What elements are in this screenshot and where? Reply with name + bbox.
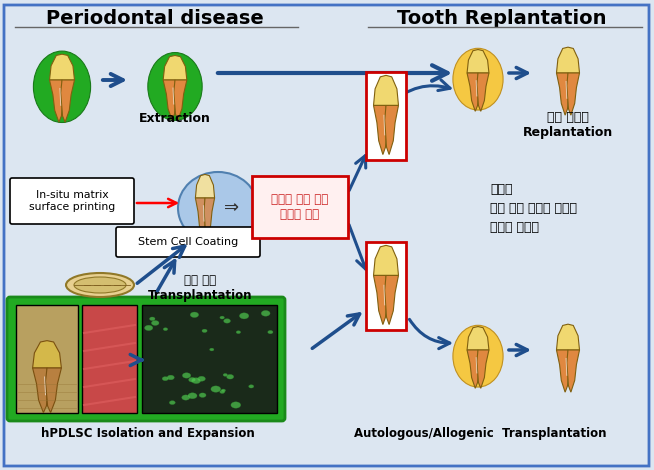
Polygon shape bbox=[557, 47, 579, 73]
Ellipse shape bbox=[188, 377, 196, 382]
Bar bbox=[366, 242, 406, 330]
Ellipse shape bbox=[249, 385, 254, 388]
Bar bbox=[366, 72, 406, 160]
Polygon shape bbox=[567, 350, 579, 392]
Ellipse shape bbox=[74, 277, 126, 293]
Text: Stem Cell Coating: Stem Cell Coating bbox=[138, 237, 238, 247]
Text: 치아 재이식
Replantation: 치아 재이식 Replantation bbox=[523, 111, 613, 139]
Polygon shape bbox=[33, 341, 61, 368]
Ellipse shape bbox=[190, 312, 199, 318]
Ellipse shape bbox=[199, 393, 206, 398]
Polygon shape bbox=[61, 80, 75, 122]
Text: ⇒: ⇒ bbox=[224, 199, 239, 217]
Polygon shape bbox=[467, 49, 489, 73]
FancyBboxPatch shape bbox=[10, 178, 134, 224]
Polygon shape bbox=[467, 73, 479, 111]
Text: In-situ matrix
surface printing: In-situ matrix surface printing bbox=[29, 190, 115, 212]
Text: 치아 이식
Transplantation: 치아 이식 Transplantation bbox=[148, 274, 252, 302]
Ellipse shape bbox=[148, 53, 202, 120]
Polygon shape bbox=[567, 73, 579, 115]
Ellipse shape bbox=[150, 317, 155, 321]
Polygon shape bbox=[373, 75, 398, 105]
Bar bbox=[252, 176, 348, 238]
Text: hPDLSC Isolation and Expansion: hPDLSC Isolation and Expansion bbox=[41, 426, 255, 439]
Ellipse shape bbox=[453, 48, 503, 110]
Ellipse shape bbox=[182, 373, 191, 378]
Polygon shape bbox=[163, 55, 187, 80]
Polygon shape bbox=[50, 54, 75, 80]
Ellipse shape bbox=[220, 316, 224, 319]
Text: Tooth Replantation: Tooth Replantation bbox=[397, 8, 607, 28]
Polygon shape bbox=[46, 368, 61, 413]
Ellipse shape bbox=[188, 393, 197, 399]
Text: Periodontal disease: Periodontal disease bbox=[46, 8, 264, 28]
Polygon shape bbox=[163, 80, 176, 120]
Polygon shape bbox=[373, 275, 387, 325]
Ellipse shape bbox=[182, 395, 190, 400]
Ellipse shape bbox=[220, 390, 225, 393]
Ellipse shape bbox=[169, 401, 175, 405]
Polygon shape bbox=[477, 350, 489, 388]
Ellipse shape bbox=[223, 374, 228, 376]
Ellipse shape bbox=[192, 378, 201, 384]
Text: 새로운 핵심 재생
기전의 적용: 새로운 핵심 재생 기전의 적용 bbox=[271, 193, 328, 221]
Polygon shape bbox=[557, 324, 579, 350]
FancyBboxPatch shape bbox=[4, 5, 649, 466]
Ellipse shape bbox=[226, 375, 233, 379]
FancyBboxPatch shape bbox=[7, 297, 285, 421]
Bar bbox=[16, 305, 78, 413]
Ellipse shape bbox=[261, 311, 270, 316]
Ellipse shape bbox=[164, 328, 167, 330]
Ellipse shape bbox=[145, 325, 153, 330]
Ellipse shape bbox=[236, 331, 241, 334]
Ellipse shape bbox=[211, 386, 220, 392]
Polygon shape bbox=[557, 350, 569, 392]
Ellipse shape bbox=[221, 389, 226, 392]
Ellipse shape bbox=[162, 376, 168, 381]
Ellipse shape bbox=[453, 325, 503, 387]
Text: Autologous/Allogenic  Transplantation: Autologous/Allogenic Transplantation bbox=[354, 426, 606, 439]
Polygon shape bbox=[174, 80, 187, 120]
Ellipse shape bbox=[202, 329, 207, 333]
Ellipse shape bbox=[151, 321, 159, 325]
Ellipse shape bbox=[167, 375, 175, 380]
Ellipse shape bbox=[239, 313, 249, 319]
Polygon shape bbox=[196, 198, 206, 236]
Ellipse shape bbox=[66, 273, 134, 297]
Ellipse shape bbox=[224, 319, 230, 323]
Text: Extraction: Extraction bbox=[139, 111, 211, 125]
Bar bbox=[82, 305, 137, 413]
Polygon shape bbox=[204, 198, 215, 236]
Ellipse shape bbox=[33, 51, 91, 123]
Polygon shape bbox=[467, 350, 479, 388]
Polygon shape bbox=[373, 105, 387, 155]
Ellipse shape bbox=[198, 376, 205, 381]
Polygon shape bbox=[50, 80, 63, 122]
FancyBboxPatch shape bbox=[116, 227, 260, 257]
Polygon shape bbox=[477, 73, 489, 111]
Polygon shape bbox=[373, 245, 398, 275]
Polygon shape bbox=[467, 327, 489, 350]
Polygon shape bbox=[33, 368, 48, 413]
Polygon shape bbox=[385, 275, 398, 325]
Ellipse shape bbox=[231, 402, 241, 408]
Ellipse shape bbox=[267, 330, 273, 334]
Ellipse shape bbox=[210, 348, 214, 351]
Ellipse shape bbox=[178, 172, 258, 244]
Polygon shape bbox=[196, 174, 215, 198]
Polygon shape bbox=[557, 73, 569, 115]
Text: 새로운
핵심 재생 기전이 적용된
치아의 재이식: 새로운 핵심 재생 기전이 적용된 치아의 재이식 bbox=[490, 182, 577, 234]
Polygon shape bbox=[385, 105, 398, 155]
Bar bbox=[142, 305, 277, 413]
